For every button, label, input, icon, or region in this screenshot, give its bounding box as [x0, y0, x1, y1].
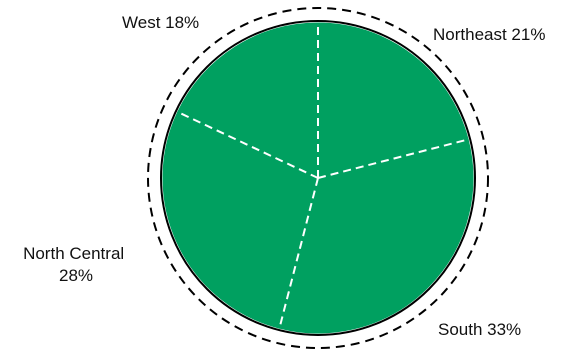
pie-slice-northeast: [317, 22, 469, 179]
pie-slice-south: [278, 138, 474, 334]
pie-rim: [160, 20, 476, 336]
pie-slice-north-central: [162, 111, 319, 329]
pie-slices: [162, 22, 474, 334]
pie-slice-west: [177, 22, 319, 179]
label-south: South 33%: [438, 320, 521, 339]
label-northeast: Northeast 21%: [433, 25, 545, 44]
label-north-central: North Central 28%: [23, 244, 129, 285]
label-west: West 18%: [122, 13, 199, 32]
outer-dashed-ring: [147, 7, 489, 349]
